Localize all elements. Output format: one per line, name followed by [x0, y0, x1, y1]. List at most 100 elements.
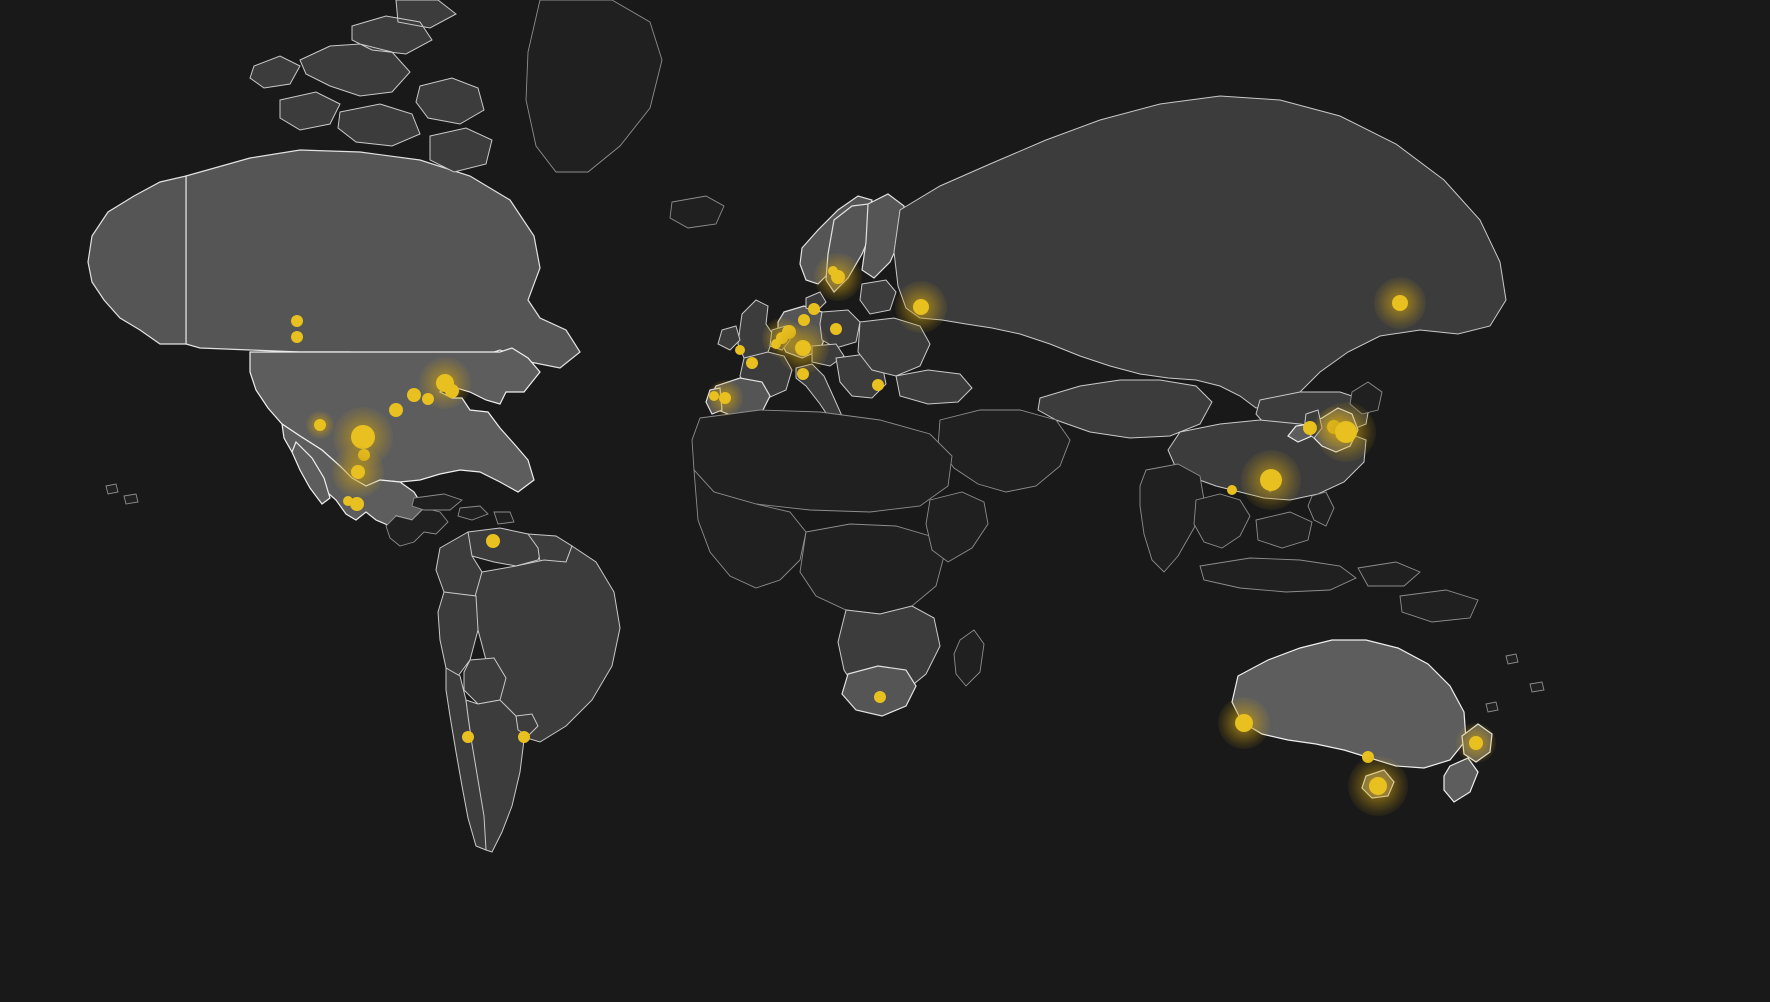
country-baltics	[860, 280, 896, 314]
point-marker	[1260, 469, 1282, 491]
map-data-point[interactable]	[420, 391, 436, 407]
point-marker	[422, 393, 434, 405]
map-data-point[interactable]	[826, 264, 840, 278]
point-glow	[1316, 402, 1376, 462]
point-marker	[486, 534, 500, 548]
map-data-point[interactable]	[1314, 400, 1378, 464]
point-marker	[1369, 777, 1387, 795]
region-west-africa	[694, 470, 806, 588]
map-data-point[interactable]	[1225, 483, 1239, 497]
country-finland	[862, 194, 904, 278]
map-data-point[interactable]	[806, 301, 822, 317]
point-marker	[314, 419, 326, 431]
map-data-point[interactable]	[1216, 695, 1272, 751]
point-glow	[895, 281, 947, 333]
point-glow	[1456, 723, 1496, 763]
region-east-africa	[926, 492, 988, 562]
map-data-point[interactable]	[707, 389, 721, 403]
country-argentina	[466, 700, 524, 852]
region-papua-new-guinea	[1400, 590, 1478, 622]
map-data-point[interactable]	[387, 401, 405, 419]
region-hawaii	[106, 484, 138, 504]
region-indonesia	[1200, 558, 1420, 592]
map-data-point[interactable]	[443, 382, 461, 400]
map-data-point[interactable]	[872, 689, 888, 705]
point-marker	[1227, 485, 1237, 495]
region-middle-east	[938, 410, 1070, 492]
point-marker	[795, 340, 811, 356]
map-data-point[interactable]	[828, 321, 844, 337]
region-central-africa	[800, 524, 944, 614]
point-marker	[828, 266, 838, 276]
map-data-point[interactable]	[1454, 721, 1498, 765]
point-marker	[1392, 295, 1408, 311]
country-iceland	[670, 196, 724, 228]
point-marker	[874, 691, 886, 703]
region-canadian-arctic	[250, 0, 492, 172]
point-marker	[746, 357, 758, 369]
country-australia	[1232, 640, 1466, 768]
point-glow	[1348, 756, 1408, 816]
map-data-point[interactable]	[1346, 754, 1410, 818]
map-data-point[interactable]	[733, 343, 747, 357]
point-glow	[1374, 277, 1426, 329]
map-data-point[interactable]	[795, 366, 811, 382]
country-philippines	[1308, 492, 1334, 526]
map-data-point[interactable]	[744, 355, 760, 371]
point-marker	[462, 731, 474, 743]
map-data-point[interactable]	[289, 313, 305, 329]
country-turkey	[896, 370, 972, 404]
point-glow	[306, 411, 334, 439]
region-southeast-asia	[1194, 494, 1312, 548]
map-data-point[interactable]	[289, 329, 305, 345]
region-baja-california	[292, 442, 330, 504]
point-marker	[518, 731, 530, 743]
point-marker	[808, 303, 820, 315]
point-marker	[445, 384, 459, 398]
point-marker	[1235, 714, 1253, 732]
region-pacific-islands	[1486, 654, 1544, 712]
map-data-point[interactable]	[870, 377, 886, 393]
point-marker	[797, 368, 809, 380]
country-russia	[894, 96, 1506, 408]
point-marker	[1335, 421, 1357, 443]
point-marker	[1469, 736, 1483, 750]
map-data-point[interactable]	[460, 729, 476, 745]
region-caribbean	[412, 494, 514, 524]
point-marker	[407, 388, 421, 402]
country-united-states	[250, 348, 540, 492]
map-data-point[interactable]	[1372, 275, 1428, 331]
country-kazakhstan	[1038, 380, 1212, 438]
point-marker	[798, 314, 810, 326]
country-india	[1140, 464, 1204, 572]
region-alaska	[88, 176, 186, 344]
point-marker	[351, 465, 365, 479]
map-data-point[interactable]	[484, 532, 502, 550]
country-madagascar	[954, 630, 984, 686]
point-marker	[913, 299, 929, 315]
point-marker	[291, 331, 303, 343]
map-data-point[interactable]	[1239, 448, 1303, 512]
point-marker	[872, 379, 884, 391]
point-glow	[1241, 450, 1301, 510]
map-data-point[interactable]	[516, 729, 532, 745]
country-greenland	[526, 0, 662, 172]
point-glow	[332, 446, 384, 498]
point-marker	[709, 391, 719, 401]
point-marker	[735, 345, 745, 355]
map-data-point[interactable]	[348, 495, 366, 513]
region-central-america	[386, 508, 448, 546]
point-marker	[350, 497, 364, 511]
map-data-point[interactable]	[812, 251, 864, 303]
country-uruguay	[516, 714, 538, 736]
point-glow	[1218, 697, 1270, 749]
country-canada	[186, 150, 580, 380]
point-glow	[814, 253, 862, 301]
point-marker	[389, 403, 403, 417]
point-marker	[291, 315, 303, 327]
map-data-point[interactable]	[330, 444, 386, 500]
map-data-point[interactable]	[893, 279, 949, 335]
point-marker	[830, 323, 842, 335]
